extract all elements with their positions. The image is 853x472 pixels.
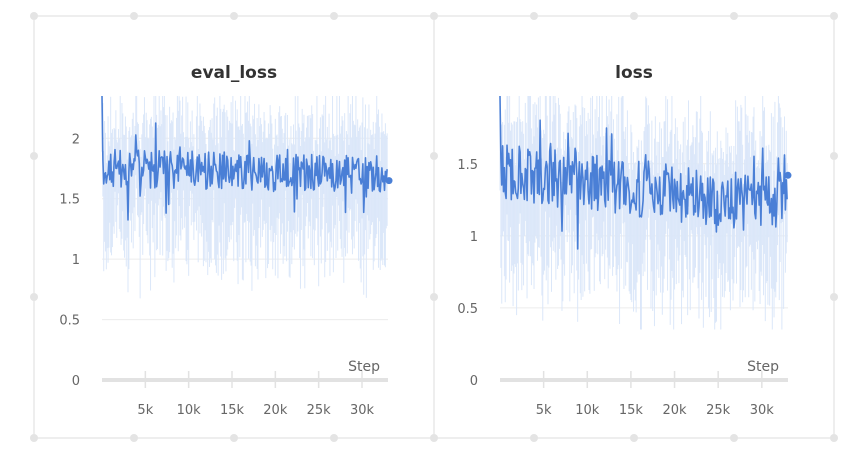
y-axis-ticks: 0 0.5 1 1.5 <box>457 158 478 389</box>
resize-handle[interactable] <box>830 12 838 20</box>
chart-panel-eval-loss: eval_loss 0 0.5 1 1.5 2 5k 10k 15k 20k 25k 30k St… <box>59 63 393 418</box>
x-tick-label: 30k <box>350 403 375 418</box>
resize-handle[interactable] <box>430 152 438 160</box>
resize-handle[interactable] <box>830 152 838 160</box>
resize-handle[interactable] <box>30 152 38 160</box>
chart-title: loss <box>615 63 653 83</box>
resize-handle[interactable] <box>730 12 738 20</box>
resize-handle[interactable] <box>530 12 538 20</box>
y-tick-label: 1.5 <box>59 193 80 208</box>
y-tick-label: 0.5 <box>59 314 80 329</box>
resize-handle[interactable] <box>330 12 338 20</box>
x-tick-label: 15k <box>220 403 245 418</box>
resize-handles[interactable] <box>30 12 838 442</box>
resize-handle[interactable] <box>230 12 238 20</box>
x-tick-label: 10k <box>177 403 202 418</box>
smoothed-series <box>499 95 792 250</box>
resize-handle[interactable] <box>330 434 338 442</box>
resize-handle[interactable] <box>430 12 438 20</box>
y-tick-label: 0 <box>470 374 478 389</box>
last-value-marker[interactable] <box>385 177 393 185</box>
resize-handle[interactable] <box>30 293 38 301</box>
y-tick-label: 0.5 <box>457 302 478 317</box>
y-axis-ticks: 0 0.5 1 1.5 2 <box>59 132 80 389</box>
resize-handle[interactable] <box>630 434 638 442</box>
x-tick-label: 10k <box>575 403 600 418</box>
resize-handle[interactable] <box>230 434 238 442</box>
last-value-marker[interactable] <box>784 171 792 179</box>
x-tick-label: 25k <box>706 403 731 418</box>
y-tick-label: 1 <box>72 253 80 268</box>
resize-handle[interactable] <box>830 293 838 301</box>
x-axis: 5k 10k 15k 20k 25k 30k <box>102 371 388 418</box>
resize-handle[interactable] <box>730 434 738 442</box>
x-tick-label: 15k <box>619 403 644 418</box>
resize-handle[interactable] <box>430 434 438 442</box>
x-tick-label: 30k <box>750 403 775 418</box>
x-tick-label: 20k <box>263 403 288 418</box>
resize-handle[interactable] <box>130 12 138 20</box>
y-tick-label: 0 <box>72 374 80 389</box>
series-line[interactable] <box>499 95 788 250</box>
series-line[interactable] <box>101 95 388 221</box>
x-tick-label: 5k <box>137 403 153 418</box>
y-tick-label: 1.5 <box>457 158 478 173</box>
resize-handle[interactable] <box>830 434 838 442</box>
x-tick-label: 5k <box>536 403 552 418</box>
resize-handle[interactable] <box>430 293 438 301</box>
x-axis-label: Step <box>348 359 380 375</box>
resize-handle[interactable] <box>30 12 38 20</box>
resize-handle[interactable] <box>130 434 138 442</box>
x-tick-label: 25k <box>307 403 332 418</box>
y-tick-label: 1 <box>470 230 478 245</box>
x-tick-label: 20k <box>663 403 688 418</box>
x-axis: 5k 10k 15k 20k 25k 30k <box>500 371 788 418</box>
smoothed-series <box>101 95 393 221</box>
y-tick-label: 2 <box>72 132 80 147</box>
x-axis-label: Step <box>747 359 779 375</box>
raw-series-band <box>101 96 388 299</box>
resize-handle[interactable] <box>30 434 38 442</box>
chart-title: eval_loss <box>191 63 277 83</box>
chart-panel-loss: loss 0 0.5 1 1.5 5k 10k 15k 20k 25k 30k Step <box>457 63 792 418</box>
resize-handle[interactable] <box>530 434 538 442</box>
resize-handle[interactable] <box>630 12 638 20</box>
